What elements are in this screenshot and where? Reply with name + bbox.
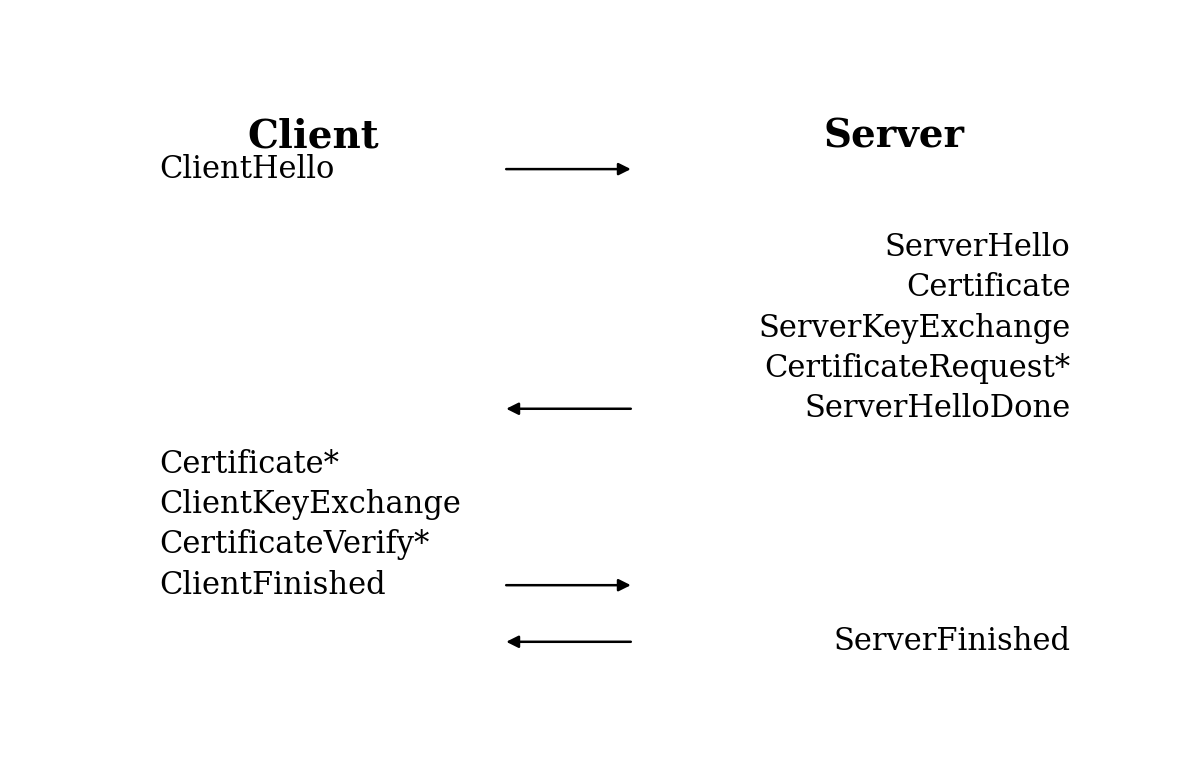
Text: Client: Client <box>247 118 378 156</box>
Text: ServerHello: ServerHello <box>884 232 1070 263</box>
Text: ClientHello: ClientHello <box>160 153 335 185</box>
Text: ServerFinished: ServerFinished <box>834 626 1070 658</box>
Text: Certificate: Certificate <box>906 272 1070 303</box>
Text: ClientKeyExchange: ClientKeyExchange <box>160 489 461 520</box>
Text: ServerKeyExchange: ServerKeyExchange <box>758 313 1070 343</box>
Text: CertificateVerify*: CertificateVerify* <box>160 529 430 561</box>
Text: Server: Server <box>823 118 965 156</box>
Text: ClientFinished: ClientFinished <box>160 569 386 601</box>
Text: Certificate*: Certificate* <box>160 449 340 479</box>
Text: CertificateRequest*: CertificateRequest* <box>764 353 1070 384</box>
Text: ServerHelloDone: ServerHelloDone <box>804 393 1070 425</box>
